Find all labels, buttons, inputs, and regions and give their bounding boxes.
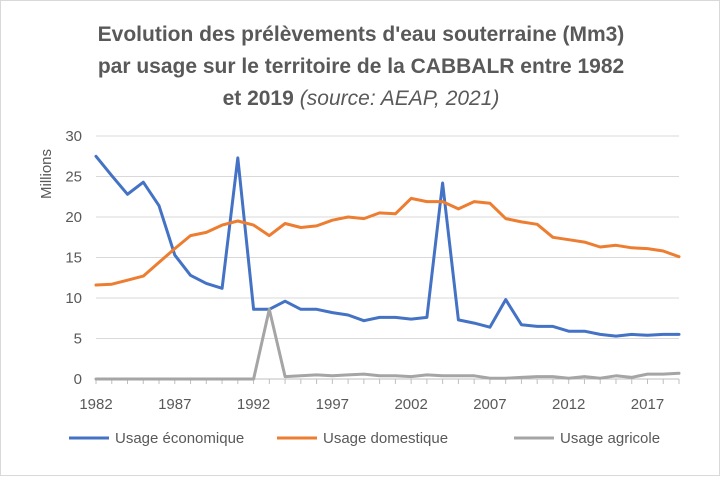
legend: Usage économique Usage domestique Usage ag… [69, 430, 660, 447]
x-tick-label: 1997 [316, 396, 349, 413]
chart-title-line3-main: et 2019 [223, 87, 294, 110]
gridlines [96, 135, 679, 339]
chart-title-line1: Evolution des prélèvements d'eau souterr… [98, 23, 625, 46]
y-tick-label: 10 [65, 290, 82, 307]
y-tick-label: 20 [65, 209, 82, 226]
y-tick-labels: 0 5 10 15 20 25 30 [65, 128, 82, 388]
y-tick-label: 25 [65, 169, 82, 186]
x-tick-label: 1982 [79, 396, 112, 413]
legend-label: Usage agricole [560, 430, 660, 447]
x-tick-label: 1992 [237, 396, 270, 413]
x-tick-label: 2012 [552, 396, 585, 413]
y-tick-label: 5 [74, 331, 82, 348]
legend-label: Usage domestique [323, 430, 448, 447]
chart-title-source: (source: AEAP, 2021) [300, 87, 500, 110]
series-line-2 [94, 196, 681, 287]
x-tick-label: 2017 [631, 396, 664, 413]
x-tick-label: 2007 [473, 396, 506, 413]
series-line-1 [94, 154, 681, 338]
y-tick-label: 15 [65, 250, 82, 267]
legend-label: Usage économique [115, 430, 244, 447]
y-tick-label: 0 [74, 371, 82, 388]
x-tick-label: 2002 [394, 396, 427, 413]
chart-title-line2: par usage sur le territoire de la CABBAL… [98, 55, 624, 78]
chart-title-line3: et 2019 (source: AEAP, 2021) [223, 87, 500, 110]
series-line-3 [94, 307, 681, 381]
x-tick-label: 1987 [158, 396, 191, 413]
y-axis-title: Millions [38, 149, 55, 199]
series-lines [94, 154, 681, 381]
x-tick-labels: 1982 1987 1992 1997 2002 2007 2012 2017 [79, 396, 664, 413]
y-tick-label: 30 [65, 128, 82, 145]
